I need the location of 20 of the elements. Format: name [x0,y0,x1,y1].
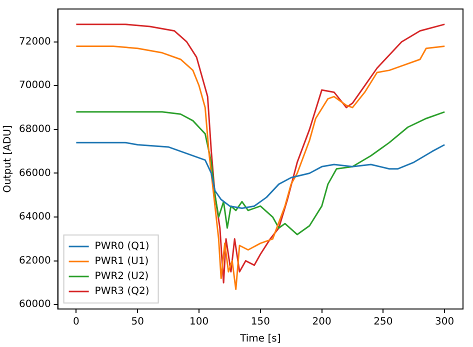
y-tick-label: 62000 [19,255,51,266]
x-axis-title: Time [s] [239,334,281,345]
x-tick-label: 250 [374,316,393,328]
y-tick-label: 64000 [19,212,51,223]
y-tick-label: 72000 [19,36,51,48]
legend-label: PWR2 (U2) [94,271,149,282]
legend-label: PWR3 (Q2) [94,286,150,298]
y-tick-label: 70000 [19,80,51,92]
x-tick-label: 200 [312,316,332,328]
y-tick-label: 68000 [19,124,51,136]
legend-label: PWR0 (Q1) [94,241,150,252]
x-tick-label: 150 [250,316,270,328]
x-tick-label: 50 [131,316,144,328]
x-tick-label: 300 [435,316,454,328]
x-tick-label: 100 [189,316,209,328]
legend-label: PWR1 (U1) [94,256,149,268]
y-tick-label: 60000 [19,299,51,310]
x-tick-label: 0 [73,316,80,328]
y-tick-label: 66000 [19,168,51,179]
y-axis-title: Output [ADU] [2,125,14,193]
